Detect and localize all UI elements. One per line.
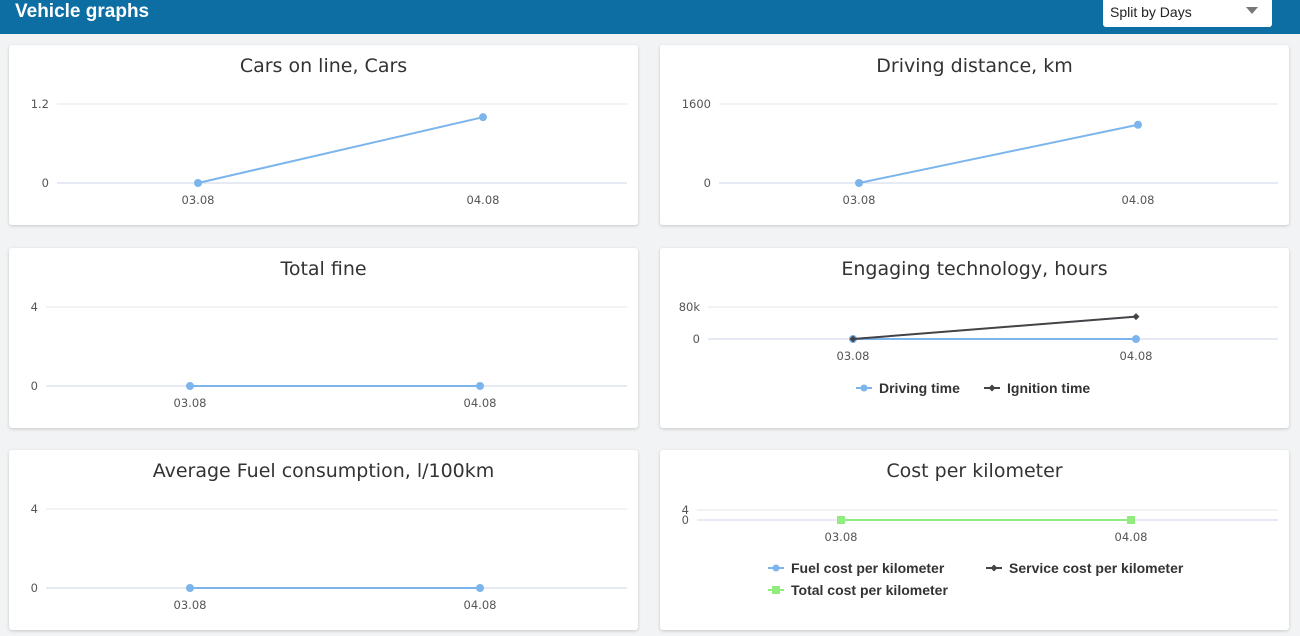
x-tick-label: 03.08 (174, 598, 207, 612)
chart-svg: Engaging technology, hours 0 80k 03.08 04.08… (679, 258, 1278, 396)
chart-title: Cost per kilometer (886, 460, 1062, 482)
legend-symbol[interactable] (990, 564, 998, 572)
legend-label: Driving time (879, 380, 960, 396)
data-point[interactable] (1134, 120, 1142, 129)
series-line (858, 123, 1139, 184)
y-tick-label: 4 (31, 300, 38, 314)
page-title: Vehicle graphs (15, 1, 150, 22)
x-tick-label: 03.08 (837, 349, 870, 363)
chart-card: Average Fuel consumption, l/100km 0 4 03.08… (9, 450, 638, 630)
chart-card: Total fine 0 4 03.08 04.08 (9, 248, 638, 428)
x-tick-label: 03.08 (174, 396, 207, 410)
header-bar: Vehicle graphs Split by Days (0, 0, 1300, 34)
series-group (186, 382, 484, 390)
x-tick-label: 03.08 (182, 193, 215, 207)
chart-card: Cars on line, Cars 0 1.2 03.08 04.08 (9, 45, 638, 225)
chart-svg: Cost per kilometer 04 03.08 04.08 Fuel cost … (682, 460, 1278, 598)
y-tick-label: 1600 (682, 97, 711, 111)
legend-label: Service cost per kilometer (1009, 560, 1184, 576)
chart-card: Driving distance, km 0 1600 03.08 04.08 (660, 45, 1289, 225)
chart-card: Cost per kilometer 0 4 03.08 04.08 Fuel cost … (660, 450, 1289, 630)
x-tick-label: 04.08 (1115, 530, 1148, 544)
chart-svg: Average Fuel consumption, l/100km 0 4 03.08… (31, 460, 627, 612)
chevron-down-icon[interactable] (1246, 7, 1258, 14)
series-line (852, 315, 1137, 340)
y-tick-label: 0 (693, 332, 700, 346)
legend-item[interactable]: Total cost per kilometer (768, 582, 948, 598)
legend-symbol[interactable] (860, 384, 868, 392)
y-tick-label: 0 (682, 513, 689, 527)
legend-item[interactable]: Fuel cost per kilometer (768, 560, 945, 576)
x-tick-label: 03.08 (825, 530, 858, 544)
chart-title: Cars on line, Cars (240, 55, 407, 77)
data-point[interactable] (1132, 313, 1140, 321)
chart-svg: Total fine 0 4 03.08 04.08 (31, 258, 627, 410)
split-select[interactable]: Split by Days (1103, 0, 1272, 27)
y-tick-label: 0 (704, 176, 711, 190)
data-point[interactable] (855, 179, 863, 187)
legend-item[interactable]: Ignition time (984, 380, 1090, 396)
chart-card: Engaging technology, hours 0 80k 03.08 04.08… (660, 248, 1289, 428)
chart-svg: Cars on line, Cars 0 1.2 03.08 04.08 (31, 55, 627, 207)
legend-label: Ignition time (1007, 380, 1090, 396)
legend-label: Total cost per kilometer (791, 582, 948, 598)
x-tick-label: 04.08 (464, 396, 497, 410)
data-point[interactable] (479, 113, 487, 122)
data-point[interactable] (1132, 335, 1140, 343)
y-tick-label: 0 (31, 581, 38, 595)
y-tick-label: 80k (679, 300, 701, 314)
data-point[interactable] (186, 382, 194, 390)
y-tick-label: 0 (42, 176, 49, 190)
series-group (194, 113, 487, 187)
y-tick-label: 1.2 (31, 97, 49, 111)
x-tick-label: 04.08 (467, 193, 500, 207)
chart-svg: Driving distance, km 0 1600 03.08 04.08 (682, 55, 1278, 207)
chart-title: Total fine (279, 258, 366, 280)
legend-symbol[interactable] (772, 564, 780, 572)
series-group (849, 313, 1140, 343)
legend-item[interactable]: Driving time (856, 380, 960, 396)
x-tick-label: 04.08 (1120, 349, 1153, 363)
x-tick-label: 04.08 (1122, 193, 1155, 207)
data-point[interactable] (476, 382, 484, 390)
data-point[interactable] (1127, 516, 1135, 524)
chart-title: Average Fuel consumption, l/100km (153, 460, 495, 482)
series-group (186, 584, 484, 592)
chart-title: Driving distance, km (876, 55, 1073, 77)
data-point[interactable] (837, 516, 845, 524)
y-tick-label: 4 (31, 502, 38, 516)
legend-item[interactable]: Service cost per kilometer (986, 560, 1184, 576)
y-tick-label: 0 (31, 379, 38, 393)
data-point[interactable] (476, 584, 484, 592)
data-point[interactable] (194, 179, 202, 187)
legend-symbol[interactable] (988, 384, 996, 392)
data-point[interactable] (186, 584, 194, 592)
data-point[interactable] (849, 335, 857, 343)
series-group (855, 120, 1142, 187)
legend-label: Fuel cost per kilometer (791, 560, 945, 576)
y-tick-label: 4 (682, 503, 689, 517)
series-group (837, 516, 1135, 524)
legend-symbol[interactable] (772, 586, 780, 594)
split-select-value: Split by Days (1110, 4, 1192, 20)
series-line (197, 116, 484, 184)
x-tick-label: 03.08 (843, 193, 876, 207)
chart-title: Engaging technology, hours (841, 258, 1107, 280)
x-tick-label: 04.08 (464, 598, 497, 612)
